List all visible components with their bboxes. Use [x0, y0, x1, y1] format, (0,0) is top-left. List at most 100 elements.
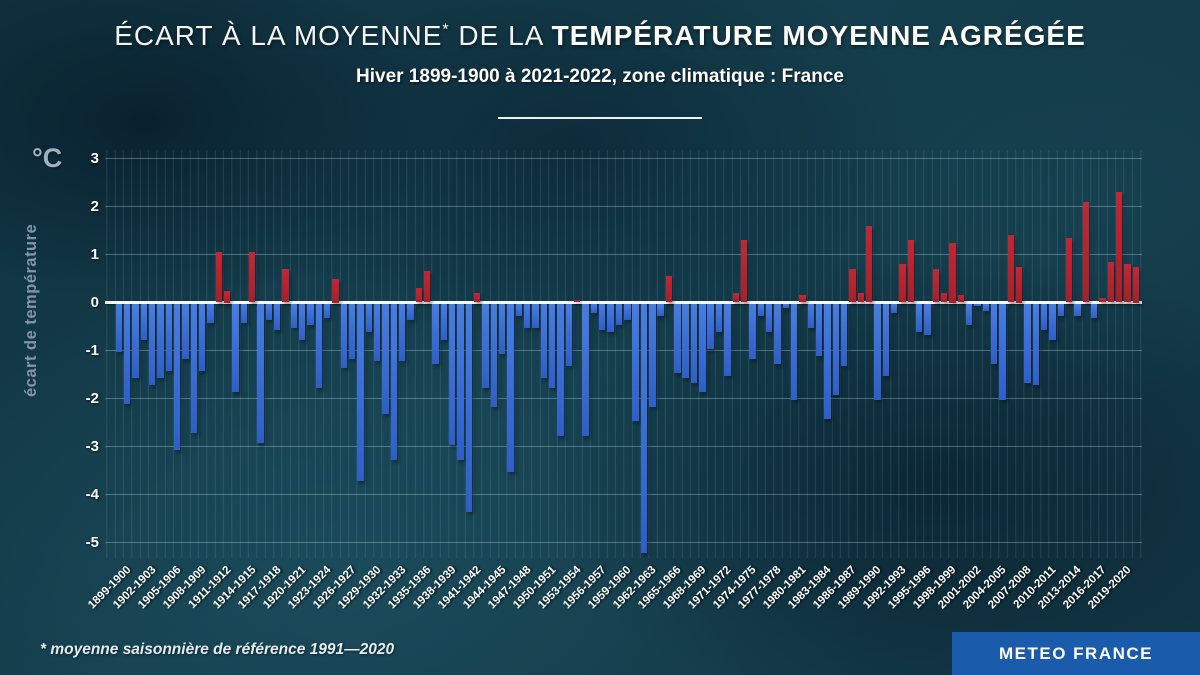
bar-1916-1917	[257, 303, 264, 443]
bar-1992-1993	[890, 303, 898, 314]
bar-2001-2002	[965, 303, 973, 326]
bar-1979-1980	[782, 303, 789, 309]
bar-1910-1911	[207, 303, 214, 323]
bar-1970-1971	[707, 303, 714, 350]
bar-2015-2016	[1082, 201, 1090, 303]
bar-1923-1924	[315, 303, 322, 388]
bar-1943-1944	[482, 303, 489, 388]
meteo-france-logo-text: METEO FRANCE	[999, 643, 1153, 663]
bar-2004-2005	[990, 303, 998, 364]
h-gridline	[105, 446, 1142, 447]
bar-2000-2001	[957, 295, 965, 303]
bar-1994-1995	[907, 240, 914, 303]
bar-1986-1987	[840, 303, 848, 366]
bar-2005-2006	[999, 303, 1006, 400]
bar-1961-1962	[632, 303, 639, 422]
bar-1999-2000	[949, 242, 956, 303]
bar-1935-1936	[415, 288, 423, 303]
bar-1968-1969	[690, 303, 698, 383]
bar-1988-1989	[857, 292, 864, 303]
bar-1971-1972	[715, 303, 723, 333]
bar-1948-1949	[524, 303, 531, 328]
bar-1963-1964	[649, 303, 656, 407]
title-bold-part: TEMPÉRATURE MOYENNE AGRÉGÉE	[551, 20, 1086, 51]
meteo-france-logo: METEO FRANCE	[952, 632, 1200, 675]
bar-1965-1966	[665, 276, 673, 303]
y-tick-label: -5	[85, 533, 99, 551]
bar-1921-1922	[298, 303, 306, 340]
bar-1991-1992	[882, 303, 889, 376]
y-tick-label: 0	[90, 293, 99, 311]
bar-1975-1976	[749, 303, 756, 359]
bar-1946-1947	[507, 303, 514, 472]
header-divider	[498, 117, 702, 119]
bar-1997-1998	[932, 268, 939, 303]
bar-1960-1961	[624, 303, 631, 321]
bar-1909-1910	[198, 303, 206, 371]
y-tick-label: 2	[90, 197, 99, 215]
bar-1976-1977	[757, 303, 764, 316]
y-tick-label: -3	[85, 437, 99, 455]
bar-1981-1982	[799, 295, 806, 303]
bar-1941-1942	[465, 303, 473, 513]
bar-1967-1968	[682, 303, 689, 378]
bar-2008-2009	[1024, 303, 1031, 383]
title-asterisk: *	[442, 21, 450, 39]
h-gridline	[105, 158, 1142, 159]
bar-1918-1919	[273, 303, 281, 330]
bar-1911-1912	[215, 252, 222, 303]
bar-1951-1952	[549, 303, 556, 388]
bar-1905-1906	[165, 303, 172, 371]
bar-2014-2015	[1074, 303, 1081, 316]
bar-1931-1932	[382, 303, 389, 414]
bar-1954-1955	[574, 300, 581, 303]
page-title: ÉCART À LA MOYENNE* DE LA TEMPÉRATURE MO…	[0, 20, 1200, 52]
title-light-part-2: DE LA	[449, 20, 552, 51]
reference-footnote: * moyenne saisonnière de référence 1991—…	[40, 641, 395, 658]
h-gridline	[105, 350, 1142, 351]
bar-2013-2014	[1066, 237, 1073, 303]
bar-2019-2020	[1116, 192, 1123, 303]
h-gridline	[105, 206, 1142, 207]
y-axis-title: écart de température	[22, 223, 40, 397]
bar-1914-1915	[240, 303, 247, 323]
title-light-part-1: ÉCART À LA MOYENNE	[114, 20, 443, 51]
bar-2006-2007	[1007, 235, 1015, 303]
bar-1973-1974	[732, 292, 739, 303]
bar-1904-1905	[157, 303, 164, 378]
bar-1930-1931	[373, 303, 381, 362]
bar-1955-1956	[582, 303, 589, 436]
bar-1906-1907	[173, 303, 181, 450]
bar-1937-1938	[432, 303, 439, 364]
bar-1950-1951	[540, 303, 548, 378]
bar-1933-1934	[398, 303, 406, 362]
bar-1958-1959	[607, 303, 614, 333]
bar-2017-2018	[1099, 297, 1106, 303]
bar-1969-1970	[699, 303, 706, 393]
h-gridline	[105, 254, 1142, 255]
bar-1947-1948	[515, 303, 523, 316]
bar-1996-1997	[924, 303, 931, 335]
bar-1993-1994	[899, 264, 906, 303]
chart-subtitle: Hiver 1899-1900 à 2021-2022, zone climat…	[356, 66, 844, 87]
bar-1938-1939	[440, 303, 448, 340]
bar-1978-1979	[774, 303, 781, 364]
bar-1952-1953	[557, 303, 564, 436]
bar-1974-1975	[740, 240, 748, 303]
bar-1944-1945	[490, 303, 498, 407]
bar-1977-1978	[765, 303, 773, 333]
bar-1908-1909	[190, 303, 197, 434]
bar-1972-1973	[724, 303, 731, 376]
bar-1927-1928	[348, 303, 356, 359]
bar-1929-1930	[365, 303, 373, 333]
bar-1995-1996	[915, 303, 923, 333]
bar-2003-2004	[982, 303, 990, 311]
y-tick-label: -4	[85, 485, 99, 503]
bar-1922-1923	[307, 303, 314, 326]
bar-1984-1985	[824, 303, 831, 419]
zero-line	[105, 301, 1142, 304]
bar-1925-1926	[332, 278, 339, 303]
bar-1945-1946	[499, 303, 506, 354]
plot-area	[105, 150, 1142, 558]
bar-1899-1900	[115, 303, 122, 352]
